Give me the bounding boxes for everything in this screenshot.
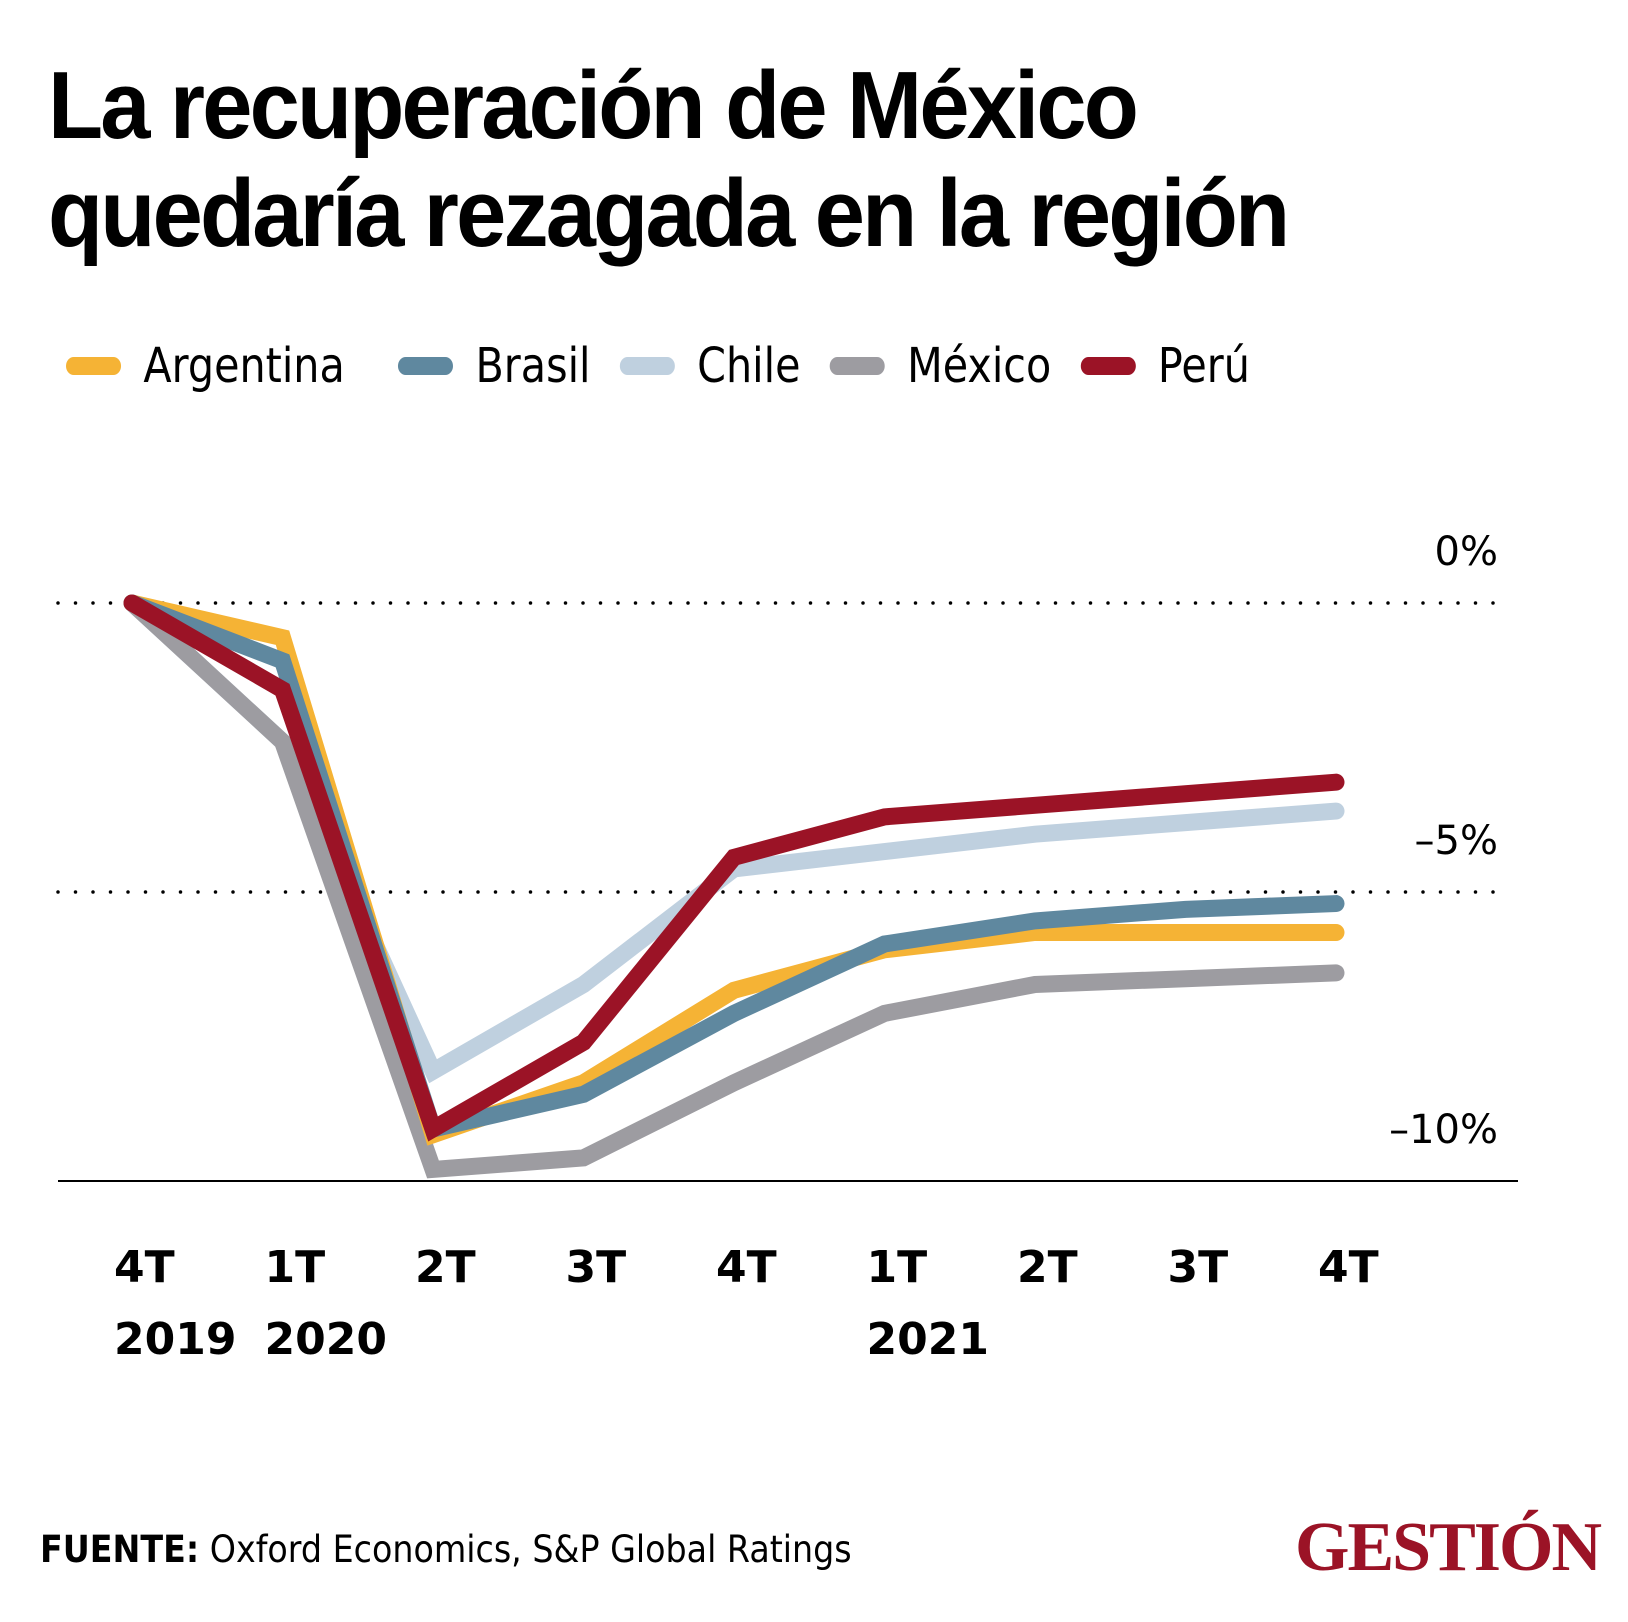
x-tick-quarter: 3T (1168, 1242, 1229, 1293)
legend-item-3: México (829, 338, 1052, 394)
chart-title: La recuperación de México quedaría rezag… (48, 52, 1290, 268)
y-tick-label: 0% (1435, 529, 1498, 575)
x-tick-quarter: 1T (265, 1242, 326, 1293)
series-line-perú (123, 594, 1345, 1142)
legend-swatch (66, 357, 122, 375)
title-line-1: La recuperación de México (48, 52, 1139, 159)
x-tick-quarter: 1T (867, 1242, 928, 1293)
line-chart: 0% –5% –10% 4T 2019 1T 2020 2T 3T 4T 1T 2021 2T 3T 4T (56, 529, 1518, 1365)
source-note: FUENTE: Oxford Economics, S&P Global Rat… (40, 1528, 852, 1571)
x-tick-year: 2020 (265, 1314, 387, 1365)
legend-swatch (1080, 357, 1136, 375)
source-label: FUENTE: (40, 1528, 200, 1571)
y-tick-label: –10% (1389, 1107, 1498, 1153)
x-tick-quarter: 2T (1017, 1242, 1078, 1293)
source-text: Oxford Economics, S&P Global Ratings (209, 1528, 852, 1571)
legend-swatch (398, 357, 454, 375)
legend-item-0: Argentina (66, 338, 345, 394)
x-tick-quarter: 4T (114, 1242, 175, 1293)
legend-item-2: Chile (619, 338, 801, 394)
series-line-méxico (123, 594, 1345, 1179)
legend-label: Brasil (475, 338, 591, 394)
legend-label: Argentina (143, 338, 345, 394)
legend: Argentina Brasil Chile México Perú (66, 338, 1279, 394)
x-tick-year: 2021 (867, 1314, 989, 1365)
x-tick-quarter: 4T (1318, 1242, 1379, 1293)
title-line-2: quedaría rezagada en la región (48, 160, 1290, 267)
x-tick-quarter: 3T (566, 1242, 627, 1293)
x-tick-quarter: 4T (716, 1242, 777, 1293)
legend-label: Perú (1157, 338, 1250, 394)
legend-swatch (619, 357, 675, 375)
brand-logo: GESTIÓN (1295, 1509, 1602, 1586)
legend-swatch (829, 357, 885, 375)
legend-item-1: Brasil (398, 338, 591, 394)
legend-label: México (907, 338, 1052, 394)
legend-item-4: Perú (1080, 338, 1250, 394)
y-tick-label: –5% (1415, 818, 1498, 864)
x-tick-year: 2019 (114, 1314, 236, 1365)
legend-label: Chile (697, 338, 801, 394)
x-tick-quarter: 2T (415, 1242, 476, 1293)
